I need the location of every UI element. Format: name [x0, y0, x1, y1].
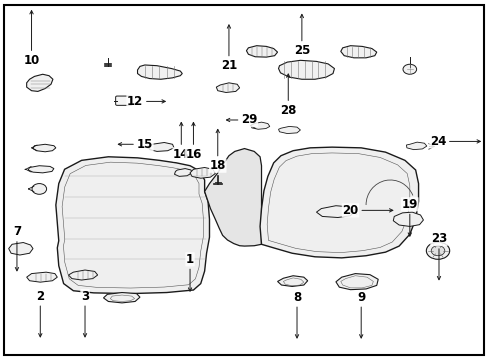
- FancyBboxPatch shape: [116, 96, 132, 105]
- Text: 14: 14: [173, 122, 189, 161]
- Text: 26: 26: [0, 359, 1, 360]
- Polygon shape: [251, 122, 269, 129]
- Text: 19: 19: [401, 198, 417, 236]
- Text: 12: 12: [127, 95, 165, 108]
- Polygon shape: [278, 60, 334, 79]
- Text: 29: 29: [226, 113, 257, 126]
- Circle shape: [402, 64, 416, 74]
- Text: 20: 20: [342, 204, 392, 217]
- Text: 28: 28: [280, 74, 296, 117]
- Polygon shape: [28, 166, 54, 173]
- Text: 2: 2: [36, 289, 44, 337]
- Polygon shape: [216, 83, 239, 93]
- Polygon shape: [406, 142, 426, 150]
- Text: 1: 1: [185, 253, 194, 291]
- Circle shape: [426, 242, 449, 259]
- Polygon shape: [392, 212, 423, 226]
- Circle shape: [32, 184, 46, 194]
- Text: 4: 4: [0, 359, 1, 360]
- Polygon shape: [335, 274, 377, 290]
- Text: 5: 5: [0, 359, 1, 360]
- Polygon shape: [56, 157, 209, 294]
- Polygon shape: [9, 243, 33, 255]
- Polygon shape: [246, 46, 277, 57]
- Polygon shape: [174, 168, 192, 176]
- Text: 23: 23: [430, 233, 446, 280]
- Text: 17: 17: [0, 359, 1, 360]
- Text: 13: 13: [0, 359, 1, 360]
- Polygon shape: [103, 293, 140, 303]
- Text: 11: 11: [0, 359, 1, 360]
- Polygon shape: [137, 65, 182, 79]
- Text: 3: 3: [81, 289, 89, 337]
- Text: 24: 24: [429, 135, 479, 148]
- Polygon shape: [260, 147, 418, 258]
- Polygon shape: [27, 272, 57, 282]
- Circle shape: [430, 246, 444, 256]
- Polygon shape: [340, 46, 376, 58]
- Polygon shape: [278, 126, 300, 134]
- Text: 22: 22: [0, 359, 1, 360]
- Text: 10: 10: [23, 10, 40, 67]
- Text: 6: 6: [0, 359, 1, 360]
- Text: 25: 25: [293, 14, 309, 57]
- Polygon shape: [277, 276, 307, 287]
- Text: 15: 15: [118, 138, 153, 151]
- Text: 9: 9: [356, 291, 365, 338]
- Text: 16: 16: [185, 122, 201, 161]
- Polygon shape: [68, 270, 98, 280]
- Polygon shape: [149, 143, 174, 152]
- Polygon shape: [204, 149, 261, 246]
- Polygon shape: [27, 74, 53, 91]
- Text: 7: 7: [13, 225, 21, 271]
- Text: 18: 18: [209, 129, 225, 172]
- Text: 21: 21: [221, 25, 237, 72]
- Polygon shape: [190, 167, 215, 178]
- Text: 27: 27: [0, 359, 1, 360]
- Polygon shape: [33, 144, 56, 152]
- Text: 8: 8: [292, 291, 301, 338]
- Polygon shape: [316, 206, 353, 217]
